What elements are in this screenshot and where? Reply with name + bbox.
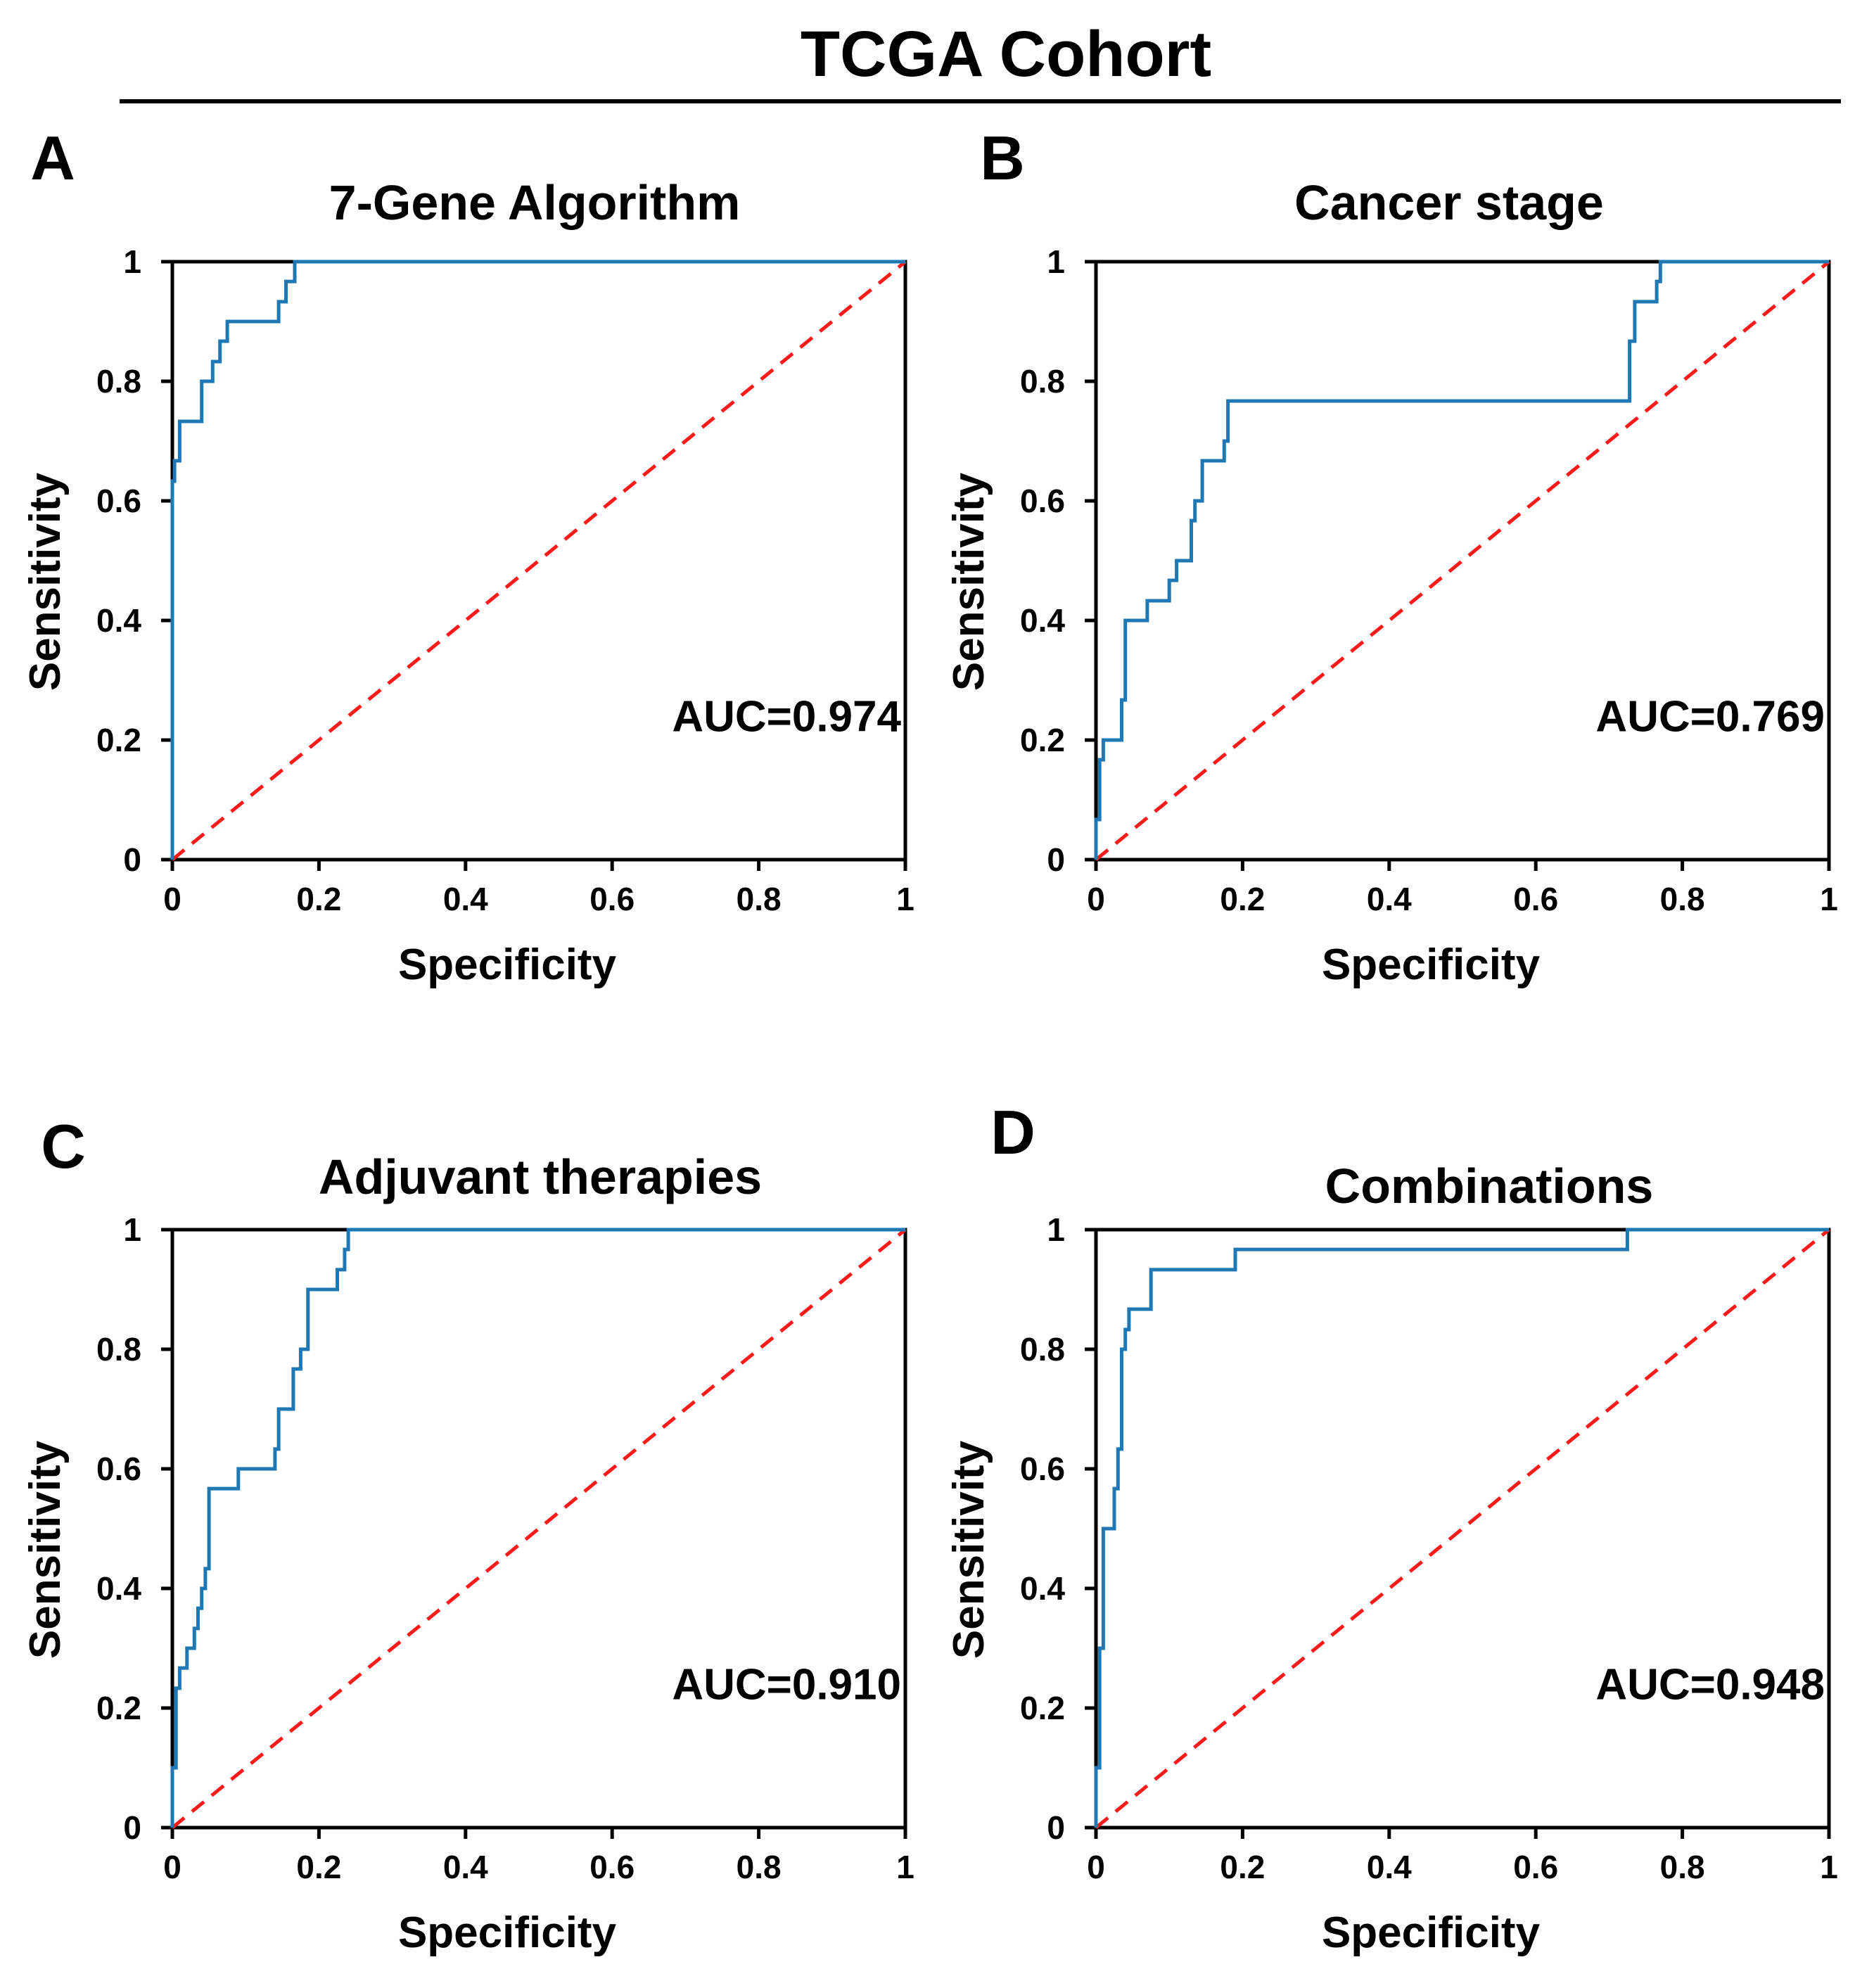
x-tick-label: 0.6 [1513, 1849, 1558, 1885]
x-tick-label: 0.8 [737, 1849, 782, 1885]
y-tick-label: 0.2 [1020, 1690, 1065, 1726]
panel-letter: B [980, 123, 1025, 193]
y-axis-label: Sensitivity [945, 1440, 993, 1659]
x-tick-label: 1 [1820, 881, 1838, 917]
x-tick-label: 0 [1087, 881, 1105, 917]
y-tick-label: 1 [1047, 1211, 1065, 1248]
reference-line [171, 260, 907, 861]
x-tick-label: 0 [163, 881, 181, 917]
y-tick-label: 0.6 [96, 483, 141, 519]
x-tick-label: 0.8 [737, 881, 782, 917]
panel-title: Adjuvant therapies [319, 1149, 762, 1204]
y-tick-label: 0.6 [1020, 1451, 1065, 1487]
panel-letter: C [41, 1111, 86, 1181]
roc-curve [1094, 1228, 1829, 1828]
y-tick-label: 0.2 [96, 1690, 141, 1726]
x-tick-label: 0.4 [1367, 1849, 1412, 1885]
y-tick-label: 0.8 [1020, 363, 1065, 400]
panels-group: A 7-Gene Algorithm 0 0.2 0.4 0.6 0.8 1 0 0.2 0.4 0.… [21, 123, 1838, 1957]
y-tick-label: 0.4 [1020, 602, 1065, 639]
x-tick-label: 0.2 [1220, 881, 1265, 917]
y-axis-label: Sensitivity [21, 472, 70, 691]
y-tick-label: 0 [123, 841, 141, 878]
auc-annotation: AUC=0.910 [672, 1660, 901, 1709]
x-axis-label: Specificity [1322, 1909, 1541, 1957]
x-tick-label: 1 [896, 881, 914, 917]
y-tick-label: 1 [123, 1211, 141, 1248]
x-tick-label: 0 [163, 1849, 181, 1885]
y-tick-label: 0.4 [96, 602, 141, 639]
panel-title: Combinations [1325, 1159, 1654, 1213]
x-axis-label: Specificity [398, 1909, 617, 1957]
panel-letter: D [990, 1097, 1035, 1167]
y-tick-label: 1 [1047, 243, 1065, 280]
reference-line [1095, 1228, 1830, 1829]
x-tick-label: 0.2 [296, 1849, 341, 1885]
y-tick-label: 0.4 [1020, 1570, 1065, 1607]
reference-line [171, 1228, 907, 1829]
y-tick-label: 0.8 [96, 1331, 141, 1368]
panel-title: Cancer stage [1294, 175, 1604, 230]
x-tick-label: 1 [896, 1849, 914, 1885]
panel-title: 7-Gene Algorithm [329, 175, 741, 230]
y-axis-label: Sensitivity [945, 472, 993, 691]
x-tick-label: 0.4 [443, 881, 488, 917]
panel-c: C Adjuvant therapies 0 0.2 0.4 0.6 0.8 1 0 0.2 0.4… [21, 1111, 914, 1957]
y-tick-label: 1 [123, 243, 141, 280]
x-tick-label: 0.4 [1367, 881, 1412, 917]
figure-title: TCGA Cohort [801, 18, 1211, 90]
y-tick-label: 0.2 [1020, 722, 1065, 758]
panel-b: B Cancer stage 0 0.2 0.4 0.6 0.8 1 0 0.2 0.4 0.6 0.8… [945, 123, 1838, 989]
x-axis-label: Specificity [398, 941, 617, 989]
roc-curve [1094, 260, 1829, 860]
auc-annotation: AUC=0.769 [1595, 692, 1825, 741]
x-tick-label: 0 [1087, 1849, 1105, 1885]
x-tick-label: 0.6 [589, 1849, 635, 1885]
auc-annotation: AUC=0.948 [1595, 1660, 1825, 1709]
auc-annotation: AUC=0.974 [672, 692, 901, 741]
y-tick-label: 0 [1047, 841, 1065, 878]
roc-curve [170, 260, 905, 860]
x-tick-label: 0.6 [589, 881, 635, 917]
y-tick-label: 0.2 [96, 722, 141, 758]
x-tick-label: 0.2 [296, 881, 341, 917]
x-tick-label: 0.8 [1660, 1849, 1705, 1885]
y-axis-label: Sensitivity [21, 1440, 70, 1659]
plot-frame [1094, 260, 1831, 862]
y-tick-label: 0.6 [96, 1451, 141, 1487]
y-tick-label: 0.8 [96, 363, 141, 400]
reference-line [1095, 260, 1830, 861]
x-axis-label: Specificity [1322, 941, 1541, 989]
y-tick-label: 0.4 [96, 1570, 141, 1607]
panel-d: D Combinations 0 0.2 0.4 0.6 0.8 1 0 0.2 0.4 0.6 0.8… [945, 1097, 1838, 1957]
y-tick-label: 0 [123, 1809, 141, 1846]
y-tick-label: 0.8 [1020, 1331, 1065, 1368]
roc-curve [170, 1228, 905, 1828]
x-tick-label: 0.8 [1660, 881, 1705, 917]
y-tick-label: 0.6 [1020, 483, 1065, 519]
plot-frame [1094, 1228, 1831, 1830]
panel-a: A 7-Gene Algorithm 0 0.2 0.4 0.6 0.8 1 0 0.2 0.4 0.… [21, 123, 914, 989]
x-tick-label: 0.6 [1513, 881, 1558, 917]
x-tick-label: 0.4 [443, 1849, 488, 1885]
panel-letter: A [30, 123, 75, 193]
x-tick-label: 1 [1820, 1849, 1838, 1885]
y-tick-label: 0 [1047, 1809, 1065, 1846]
x-tick-label: 0.2 [1220, 1849, 1265, 1885]
